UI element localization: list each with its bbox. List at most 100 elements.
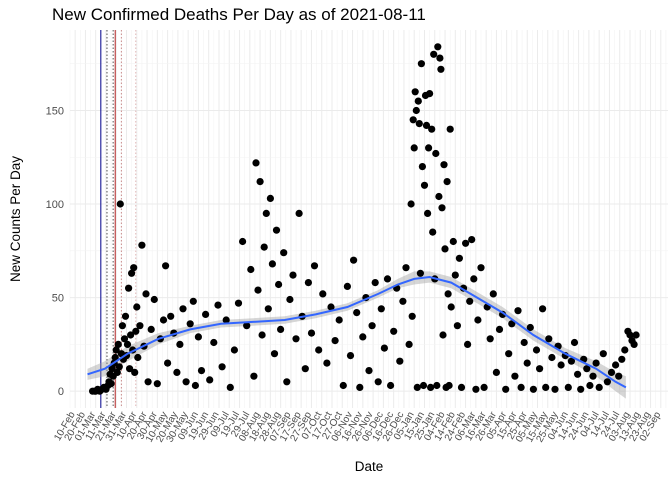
data-point [539,305,547,313]
data-point [289,271,297,279]
data-point [599,350,607,358]
data-point [529,385,538,393]
data-point [256,178,264,186]
data-point [176,340,184,348]
data-point [402,264,410,272]
data-point [327,303,335,311]
chart-title: New Confirmed Deaths Per Day as of 2021-… [52,5,426,24]
data-point [410,144,418,152]
data-point [564,383,572,391]
data-point [286,295,294,304]
data-point [472,385,480,393]
data-point [405,340,413,348]
data-point [275,280,283,289]
data-point [295,209,303,217]
data-point [350,256,358,264]
data-point [429,228,437,236]
data-point [189,297,197,305]
data-point [304,279,312,287]
data-point [218,363,226,371]
data-point [480,383,488,391]
data-point [191,381,199,390]
data-point [260,243,268,251]
data-point [182,378,190,386]
data-point [113,368,121,376]
data-point [615,372,623,380]
data-point [107,380,115,388]
data-point [343,282,351,290]
data-point [167,312,175,320]
data-point [412,106,420,115]
data-point [495,325,504,333]
data-point [626,331,634,339]
data-point [132,327,140,335]
data-point [517,383,525,391]
data-point [434,43,442,51]
data-point [586,381,594,390]
data-point [280,249,288,257]
data-point [447,303,455,311]
data-point [438,204,446,212]
data-point [125,284,133,292]
data-point [455,254,463,262]
data-point [387,381,395,390]
data-point [437,65,445,73]
data-point [532,346,541,354]
data-point [612,361,620,369]
data-point [570,338,579,347]
data-point [374,378,382,386]
data-point [114,340,122,348]
data-point [365,367,373,375]
data-point [226,383,234,391]
data-point [436,54,444,62]
data-point [335,316,343,324]
data-point [399,297,407,305]
data-point [383,275,392,283]
data-point [595,383,603,391]
data-point [464,340,472,348]
data-point [264,305,272,313]
data-point [120,335,129,343]
data-point [428,125,436,133]
x-axis-title: Date [355,459,384,474]
data-point [416,269,424,277]
data-point [123,340,132,348]
data-point [583,365,591,373]
data-point [592,359,600,367]
data-point [258,331,266,339]
data-point [502,385,510,393]
data-point [116,200,124,208]
data-point [380,344,388,352]
data-point [621,346,629,354]
data-point [250,372,258,380]
data-point [505,350,513,358]
data-point [618,355,626,363]
data-point [417,60,425,68]
data-point [277,325,285,333]
data-point [462,239,470,247]
data-point [468,236,476,244]
data-point [425,144,433,152]
data-point [310,262,319,270]
data-point [356,383,364,391]
data-point [150,295,158,304]
data-point [214,301,222,309]
data-point [268,260,276,268]
data-point [108,365,116,373]
data-point [445,381,453,390]
data-point [630,340,638,348]
data-point [206,376,214,384]
data-point [283,378,291,386]
data-point [548,353,556,362]
data-point [239,237,247,246]
data-point [435,192,443,201]
data-point [292,335,300,343]
data-point [466,297,474,305]
data-point [520,338,528,347]
data-point [186,320,194,328]
data-point [331,337,339,345]
data-point [272,226,281,234]
data-point [414,97,422,105]
data-point [409,116,417,124]
